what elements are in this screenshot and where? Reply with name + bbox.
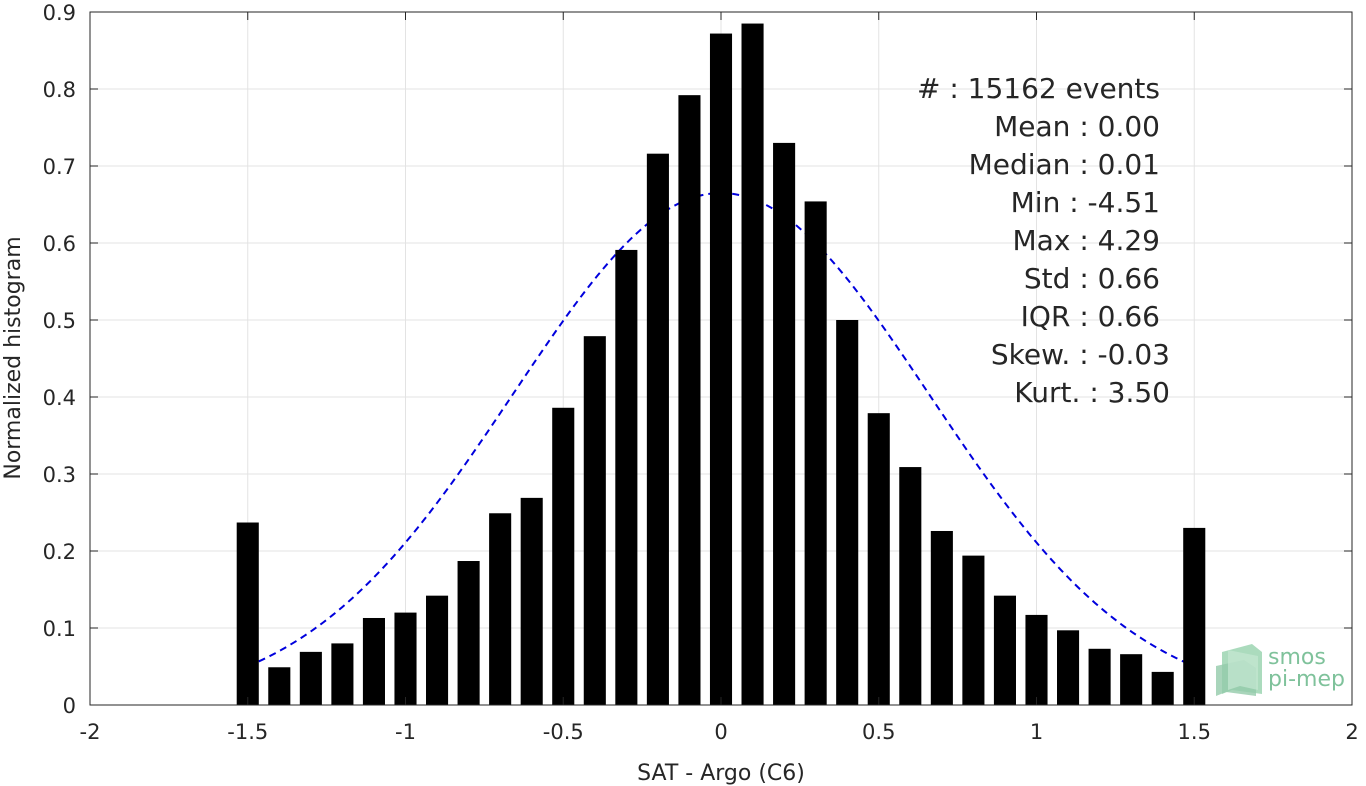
- x-tick-label: 1.5: [1178, 720, 1211, 744]
- histogram-bar: [709, 33, 733, 706]
- histogram-bar: [426, 595, 449, 705]
- stats-label: Min: [1011, 186, 1070, 219]
- stats-value: : 0.66: [1079, 300, 1160, 333]
- histogram-bar: [1183, 527, 1206, 705]
- stats-line-min: Min : -4.51: [1011, 186, 1160, 219]
- y-tick-label: 0.9: [43, 1, 76, 25]
- x-tick-label: 1: [1030, 720, 1043, 744]
- x-tick-label: -1: [395, 720, 416, 744]
- histogram-bar: [678, 95, 701, 705]
- y-tick-label: 0.4: [43, 386, 76, 410]
- histogram-bar: [1025, 614, 1048, 705]
- y-tick-label: 0.6: [43, 232, 76, 256]
- histogram-bar: [1120, 654, 1143, 705]
- x-tick-label: 0.5: [862, 720, 895, 744]
- stats-line-iqr: IQR : 0.66: [1021, 300, 1160, 333]
- histogram-bar: [899, 467, 922, 705]
- histogram-bar: [804, 201, 827, 706]
- stats-line-count: # : 15162 events: [917, 72, 1160, 105]
- stats-value: : 3.50: [1089, 376, 1170, 409]
- stats-line-kurt: Kurt. : 3.50: [1014, 376, 1170, 409]
- histogram-bar: [331, 643, 354, 705]
- histogram-bar: [583, 336, 606, 705]
- histogram-bar: [268, 667, 291, 705]
- histogram-bar: [836, 320, 859, 705]
- y-tick-label: 0.3: [43, 463, 76, 487]
- logo-wave-icon: [1216, 644, 1262, 696]
- histogram-bar: [646, 153, 669, 705]
- stats-line-mean: Mean : 0.00: [994, 110, 1160, 143]
- histogram-bar: [236, 522, 259, 705]
- histogram-bar: [394, 612, 417, 705]
- stats-value: : -4.51: [1069, 186, 1160, 219]
- histogram-bar: [520, 497, 543, 705]
- histogram-bar: [1151, 671, 1174, 705]
- histogram-bar: [993, 595, 1016, 705]
- y-tick-label: 0.7: [43, 155, 76, 179]
- stats-value: : 0.66: [1079, 262, 1160, 295]
- histogram-bar: [299, 651, 322, 705]
- histogram-bar: [615, 249, 638, 705]
- x-tick-label: -0.5: [543, 720, 584, 744]
- histogram-bar: [489, 513, 512, 705]
- stats-label: IQR: [1021, 300, 1080, 333]
- histogram-bar: [552, 407, 575, 705]
- bars: [236, 23, 1206, 706]
- stats-value: : -0.03: [1079, 338, 1170, 371]
- y-axis-label: Normalized histogram: [1, 236, 26, 479]
- stats-line-skew: Skew. : -0.03: [991, 338, 1170, 371]
- stats-label: Kurt.: [1014, 376, 1089, 409]
- x-tick-label: 0: [714, 720, 727, 744]
- stats-value: : 0.00: [1079, 110, 1160, 143]
- x-tick-label: 2: [1345, 720, 1358, 744]
- stats-value: : 0.01: [1079, 148, 1160, 181]
- stats-label: Median: [969, 148, 1080, 181]
- stats-label: Std: [1024, 262, 1079, 295]
- stats-value: : 15162 events: [949, 72, 1160, 105]
- x-tick-label: -2: [80, 720, 101, 744]
- histogram-bar: [1088, 648, 1111, 705]
- logo-text-smos: smos: [1268, 645, 1326, 670]
- histogram-bar: [867, 413, 890, 705]
- histogram-bar: [773, 142, 796, 705]
- y-tick-label: 0.8: [43, 78, 76, 102]
- ticks: -2 -1.5 -1 -0.5 0 0.5 1 1.5 2 0 0.1 0.2 0.3 0.4 0.5 0.6…: [43, 1, 1359, 744]
- histogram-bar: [962, 555, 985, 705]
- smos-pi-mep-logo: smos pi-mep: [1216, 644, 1345, 696]
- y-tick-label: 0.1: [43, 617, 76, 641]
- logo-text-pimep: pi-mep: [1268, 667, 1345, 692]
- stats-label: Max: [1013, 224, 1080, 257]
- x-tick-label: -1.5: [227, 720, 268, 744]
- stats-line-std: Std : 0.66: [1024, 262, 1160, 295]
- stats-label: Mean: [994, 110, 1079, 143]
- y-tick-label: 0.2: [43, 540, 76, 564]
- histogram-bar: [362, 617, 385, 705]
- stats-box: # : 15162 events Mean : 0.00 Median : 0.…: [917, 72, 1170, 409]
- x-axis-label: SAT - Argo (C6): [637, 761, 805, 786]
- y-tick-label: 0: [63, 694, 76, 718]
- y-tick-label: 0.5: [43, 309, 76, 333]
- stats-line-max: Max : 4.29: [1013, 224, 1160, 257]
- stats-value: : 4.29: [1079, 224, 1160, 257]
- stats-line-median: Median : 0.01: [969, 148, 1160, 181]
- histogram-bar: [741, 23, 764, 706]
- stats-label: Skew.: [991, 338, 1079, 371]
- histogram-bar: [930, 530, 953, 705]
- histogram-bar: [1057, 630, 1080, 705]
- histogram-bar: [457, 561, 480, 705]
- stats-label: #: [917, 72, 949, 105]
